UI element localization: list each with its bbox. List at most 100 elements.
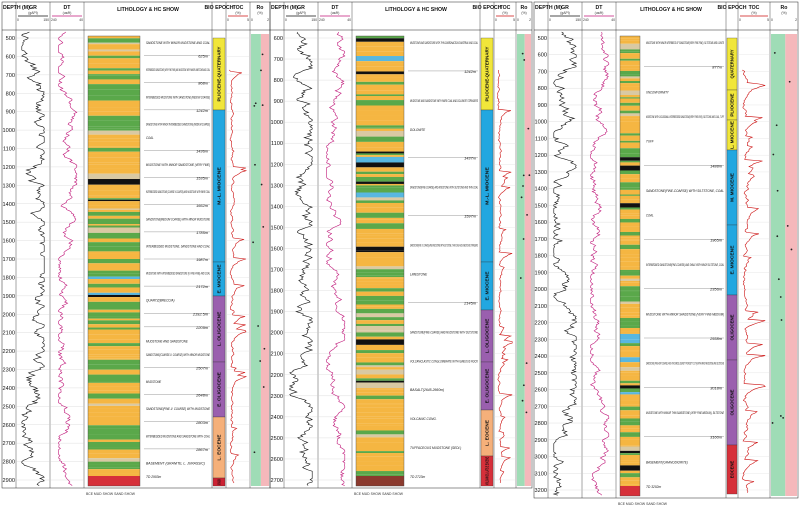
lithology-annotation: TUFFACEOUS MUDSTONE (SEDI.) bbox=[410, 445, 462, 450]
lithology-annotation: 2356m bbox=[709, 287, 723, 292]
lithology-bed bbox=[88, 196, 140, 199]
lithology-bed bbox=[620, 271, 640, 276]
lithology-annotation: COAL bbox=[146, 135, 154, 140]
lithology-annotation: LIMESTONE bbox=[410, 271, 427, 276]
lithology-header: LITHOLOGY & HC SHOW bbox=[640, 7, 702, 13]
lithology-annotation: SANDSTONE(FINE V. COARSE) AND MUDSTONE W… bbox=[410, 243, 478, 248]
lithology-bed bbox=[620, 86, 640, 91]
lithology-bed bbox=[356, 81, 404, 85]
toc-max: 5 bbox=[767, 18, 769, 22]
lithology-bed bbox=[88, 242, 140, 247]
lithology-bed bbox=[620, 375, 640, 381]
lithology-bed bbox=[88, 74, 140, 76]
lithology-bed bbox=[620, 269, 640, 272]
lithology-bed bbox=[88, 198, 140, 200]
epoch-label: PLIOCENE-QUATERNARY bbox=[217, 46, 222, 101]
lithology-annotation: SANDSTONE(FINE-V. COARSE) WITH MUDSTONE bbox=[146, 406, 210, 411]
lithology-annotation: MUDSTONE WITH MINOR SANDSTONE (VERY FINE… bbox=[646, 311, 724, 316]
depth-tick-label: 2700 bbox=[3, 441, 15, 447]
lithology-bed bbox=[620, 257, 640, 262]
toc-curve bbox=[229, 69, 248, 484]
toc-max: 5 bbox=[247, 18, 249, 22]
lithology-bed bbox=[88, 441, 140, 448]
depth-tick-label: 2700 bbox=[535, 404, 547, 410]
lithology-bed bbox=[88, 51, 140, 56]
ro-sample-point bbox=[776, 235, 779, 238]
lithology-bed bbox=[356, 41, 404, 47]
lithology-bed bbox=[620, 97, 640, 99]
ro-sample-point bbox=[779, 296, 782, 298]
ro-sample-point bbox=[519, 277, 522, 279]
lithology-annotation: INTERBEDDED SANDSTONE(FINE-COARSE) AND S… bbox=[646, 262, 724, 267]
lithology-bed bbox=[88, 209, 140, 212]
lithology-bed bbox=[620, 43, 640, 50]
lithology-bed bbox=[620, 213, 640, 216]
lithology-annotation: COAL bbox=[646, 213, 654, 218]
dt-header: DT bbox=[596, 5, 604, 11]
lithology-bed bbox=[356, 242, 404, 247]
lithology-bed bbox=[620, 296, 640, 302]
depth-tick-label: 2500 bbox=[3, 404, 15, 410]
lithology-bed bbox=[356, 425, 404, 431]
lithology-bed bbox=[356, 418, 404, 424]
bio-epoch-header: BIO EPOCH bbox=[472, 5, 501, 11]
lithology-bed bbox=[620, 209, 640, 214]
lithology-bed bbox=[620, 60, 640, 66]
lithology-bed bbox=[88, 120, 140, 127]
ro-unit: (%) bbox=[781, 11, 786, 15]
lithology-bed bbox=[620, 261, 640, 267]
depth-tick-label: 1800 bbox=[271, 289, 283, 295]
lithology-bed bbox=[620, 182, 640, 188]
lithology-bed bbox=[356, 110, 404, 116]
lithology-bed bbox=[356, 151, 404, 154]
lithology-bed bbox=[620, 281, 640, 283]
lithology-bed bbox=[356, 262, 404, 267]
depth-tick-label: 1300 bbox=[271, 183, 283, 189]
depth-tick-label: 2800 bbox=[3, 460, 15, 466]
epoch-label: M. MIOCENE bbox=[730, 173, 735, 202]
depth-tick-label: 1300 bbox=[535, 170, 547, 176]
lithology-bed bbox=[620, 339, 640, 344]
toc-min: 0 bbox=[739, 18, 741, 22]
lithology-annotation: UNCONFORMITY bbox=[646, 89, 669, 94]
depth-tick-label: 700 bbox=[274, 57, 283, 63]
lithology-bed bbox=[356, 416, 404, 419]
ro-sample-point bbox=[253, 104, 256, 107]
lithology-bed bbox=[620, 325, 640, 329]
lithology-bed bbox=[356, 74, 404, 78]
lithology-bed bbox=[620, 218, 640, 223]
depth-tick-label: 2000 bbox=[271, 331, 283, 337]
lithology-bed bbox=[620, 266, 640, 268]
lithology-bed bbox=[620, 418, 640, 422]
epoch-label: M.-L. MIOCENE bbox=[217, 167, 222, 205]
lithology-bed bbox=[356, 388, 404, 390]
depth-tick-label: 1600 bbox=[271, 246, 283, 252]
well-panel-3: DEPTH (M) GR(gAPI) 0 150 DT(us/ft) 240 40 LITHO… bbox=[533, 1, 799, 506]
ro-max: 2 bbox=[267, 18, 269, 22]
depth-header: DEPTH (M) bbox=[271, 5, 298, 11]
depth-tick-label: 2600 bbox=[3, 423, 15, 429]
lithology-bed bbox=[356, 90, 404, 95]
lithology-bed bbox=[356, 125, 404, 128]
depth-tick-label: 900 bbox=[538, 103, 547, 109]
lithology-bed bbox=[620, 203, 640, 208]
depth-tick-label: 1400 bbox=[535, 187, 547, 193]
panel-frame bbox=[269, 1, 533, 489]
lithology-bed bbox=[620, 49, 640, 52]
lithology-bed bbox=[620, 315, 640, 318]
lithology-bed bbox=[620, 267, 640, 270]
lithology-bed bbox=[620, 249, 640, 255]
ro-sample-point bbox=[259, 360, 262, 362]
depth-tick-label: 2100 bbox=[271, 352, 283, 358]
lithology-annotation: TD 2903m bbox=[146, 474, 162, 479]
lithology-bed bbox=[356, 153, 404, 156]
lithology-bed bbox=[620, 470, 640, 474]
lithology-bed bbox=[620, 133, 640, 136]
depth-tick-label: 2500 bbox=[535, 371, 547, 377]
depth-tick-label: 900 bbox=[6, 110, 15, 116]
lithology-bed bbox=[356, 217, 404, 220]
lithology-bed bbox=[88, 55, 140, 59]
lithology-bed bbox=[88, 343, 140, 347]
lithology-annotation: SANDSTONE WITH MINOR INTERBEDDED SANDSTO… bbox=[146, 121, 210, 126]
lithology-bed bbox=[356, 350, 404, 354]
